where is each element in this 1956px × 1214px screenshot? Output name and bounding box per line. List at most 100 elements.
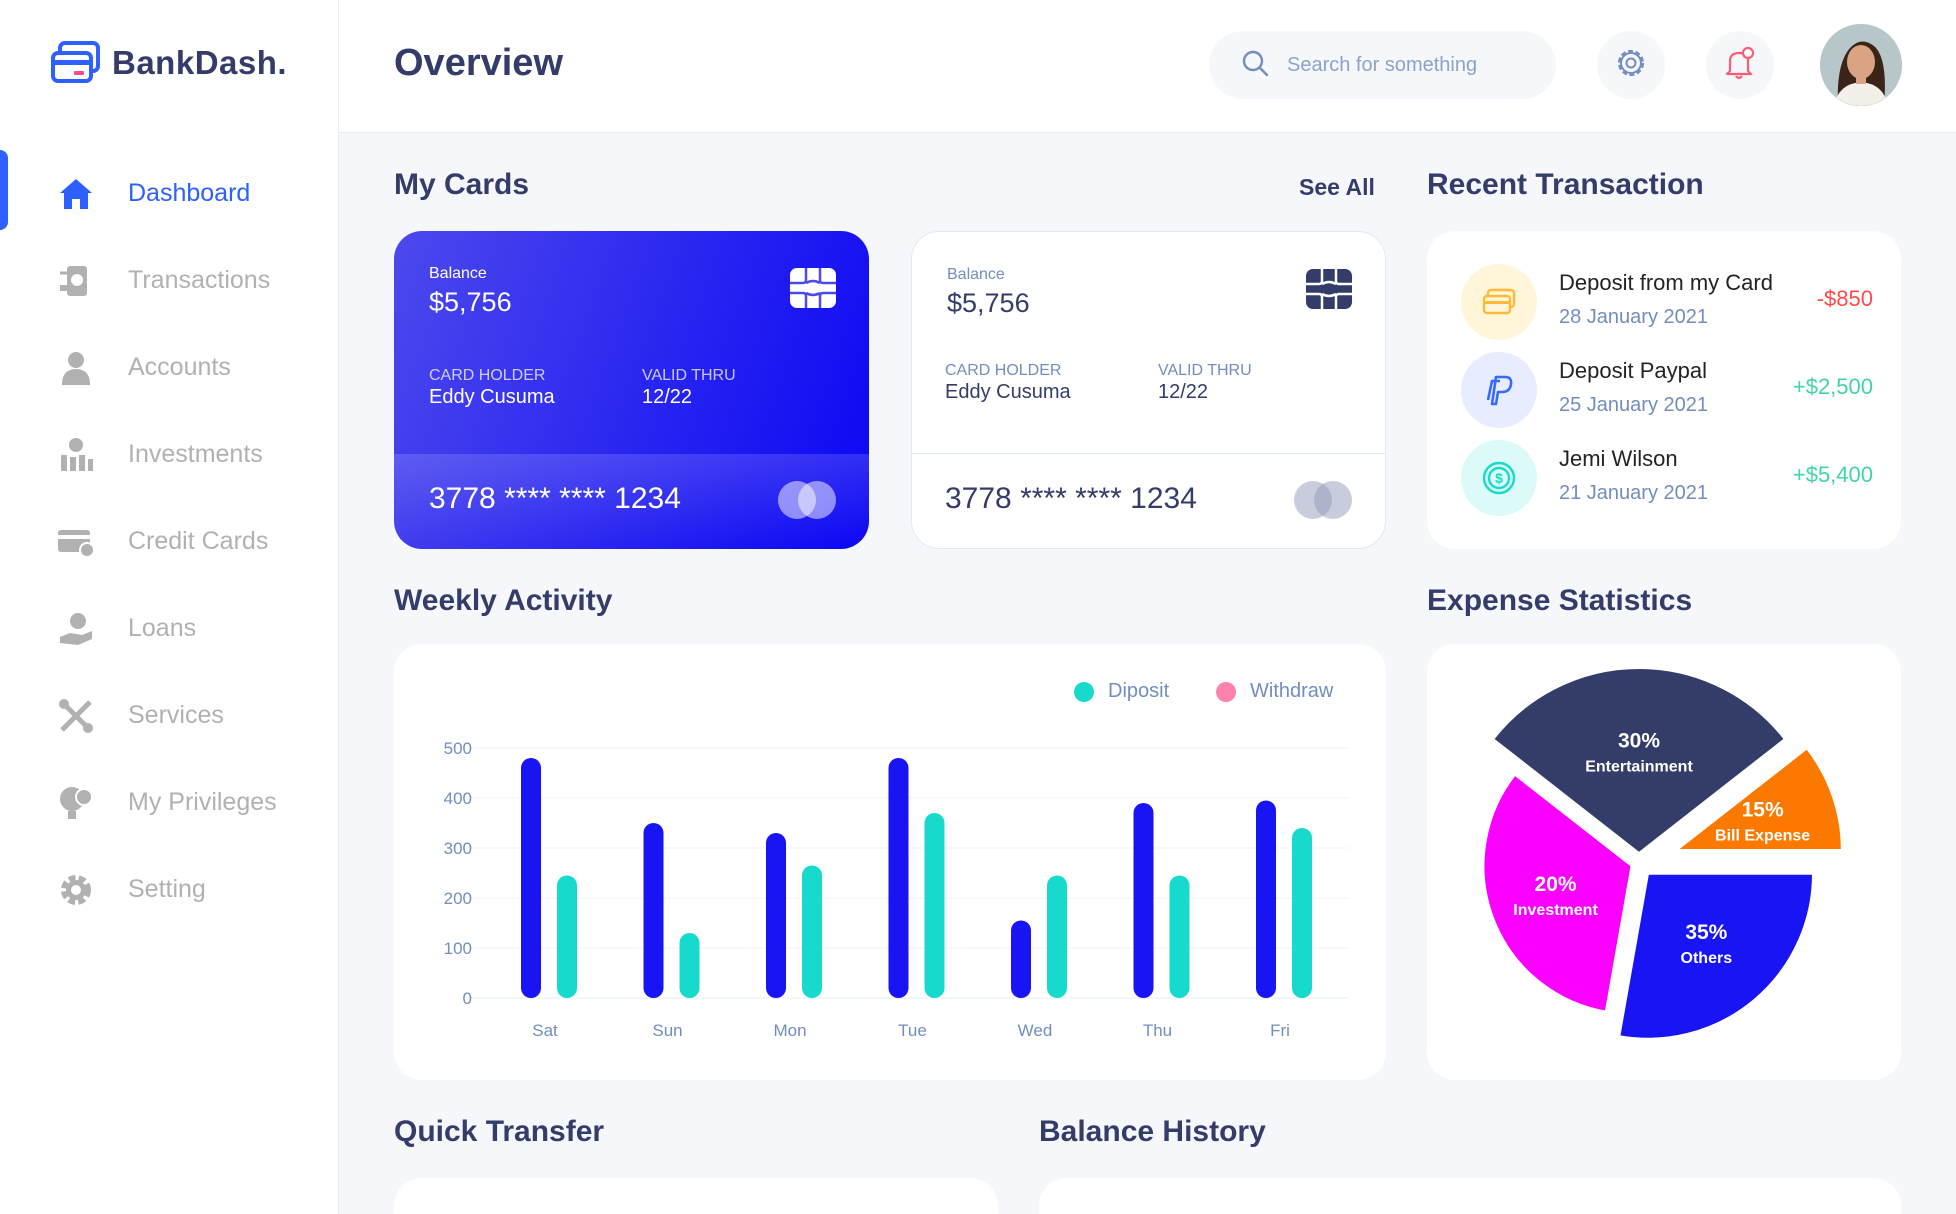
active-indicator	[0, 150, 8, 230]
legend-swatch	[1074, 681, 1094, 702]
pie-slice-label: Others	[1681, 950, 1733, 967]
legend-label: Diposit	[1108, 680, 1170, 702]
bar-withdraw	[557, 875, 577, 998]
sidebar-item-label: Services	[128, 701, 224, 729]
card-icon	[1461, 264, 1537, 340]
weekly-activity-title: Weekly Activity	[394, 584, 613, 617]
balance-history-panel	[1039, 1178, 1901, 1214]
sidebar-item-loans[interactable]: Loans	[0, 585, 339, 672]
sidebar-item-my-privileges[interactable]: My Privileges	[0, 759, 339, 846]
quick-transfer-title: Quick Transfer	[394, 1115, 605, 1148]
credit-card-logo-icon	[51, 41, 100, 83]
transaction-row[interactable]: Deposit Paypal 25 January 2021 +$2,500	[1461, 352, 1873, 428]
settings-icon	[56, 870, 96, 910]
bar-withdraw	[679, 933, 700, 998]
legend-withdraw: Withdraw	[1216, 680, 1333, 703]
transaction-title: Deposit Paypal	[1559, 358, 1707, 383]
credit-card-secondary[interactable]: Balance $5,756 CARD HOLDER Eddy Cusuma V…	[911, 231, 1386, 549]
sidebar-item-services[interactable]: Services	[0, 672, 339, 759]
my-cards-title: My Cards	[394, 168, 530, 201]
user-icon	[56, 348, 96, 388]
recent-transaction-title: Recent Transaction	[1427, 168, 1704, 201]
mastercard-logo-icon	[1294, 481, 1352, 519]
search-icon	[1241, 49, 1269, 82]
bar-withdraw	[1292, 828, 1312, 998]
card-chip-icon	[1306, 269, 1352, 309]
y-tick-label: 0	[463, 989, 472, 1008]
transaction-date: 25 January 2021	[1559, 394, 1709, 416]
sidebar-item-dashboard[interactable]: Dashboard	[0, 150, 339, 237]
bar-withdraw	[924, 813, 945, 998]
brand-logo[interactable]: BankDash.	[50, 40, 287, 86]
y-tick-label: 100	[444, 939, 472, 958]
credit-card-primary[interactable]: Balance $5,756 CARD HOLDER Eddy Cusuma V…	[394, 231, 869, 549]
pie-slice-label: Entertainment	[1585, 758, 1693, 775]
pie-slice-percent: 30%	[1618, 729, 1660, 752]
transaction-row[interactable]: $ Jemi Wilson 21 January 2021 +$5,400	[1461, 440, 1873, 516]
weekly-activity-panel: Diposit Withdraw 0 100 200 300 400 500 Sat Sun M…	[394, 644, 1386, 1080]
card-footer: 3778 **** **** 1234	[912, 453, 1385, 548]
expense-statistics-title: Expense Statistics	[1427, 584, 1693, 617]
sidebar-item-accounts[interactable]: Accounts	[0, 324, 339, 411]
paypal-icon	[1461, 352, 1537, 428]
sidebar-item-label: Dashboard	[128, 179, 251, 207]
card-holder-name: Eddy Cusuma	[429, 386, 555, 408]
sidebar-item-setting[interactable]: Setting	[0, 846, 339, 933]
notifications-button[interactable]	[1706, 31, 1774, 99]
legend-label: Withdraw	[1250, 680, 1334, 702]
weekly-activity-bar-chart: 0 100 200 300 400 500 Sat Sun Mon Tue Wed Thu Fri	[444, 739, 1348, 1040]
pie-slice-label: Bill Expense	[1715, 827, 1810, 844]
sidebar-item-label: Investments	[128, 440, 263, 468]
sidebar-item-label: Accounts	[128, 353, 231, 381]
card-number: 3778 **** **** 1234	[945, 482, 1197, 515]
expense-pie-chart: 30% Entertainment 15% Bill Expense 35% Others…	[1482, 667, 1843, 1040]
sidebar-item-transactions[interactable]: Transactions	[0, 237, 339, 324]
balance-label: Balance	[429, 265, 487, 282]
y-tick-label: 300	[444, 839, 472, 858]
bar-withdraw	[1047, 875, 1067, 998]
balance-value: $5,756	[947, 288, 1030, 318]
see-all-link[interactable]: See All	[1299, 174, 1375, 200]
settings-button[interactable]	[1597, 31, 1665, 99]
bar-diposit	[766, 833, 786, 998]
x-tick-label: Sun	[652, 1021, 682, 1040]
credit-card-icon	[56, 522, 96, 562]
sidebar-item-credit-cards[interactable]: Credit Cards	[0, 498, 339, 585]
transaction-row[interactable]: Deposit from my Card 28 January 2021 -$8…	[1461, 264, 1873, 340]
search-input[interactable]	[1287, 53, 1527, 77]
transaction-date: 21 January 2021	[1559, 482, 1709, 504]
y-tick-label: 200	[444, 889, 472, 908]
transaction-amount: -$850	[1816, 286, 1873, 311]
legend-deposit: Diposit	[1074, 680, 1169, 703]
valid-thru-value: 12/22	[1158, 381, 1209, 403]
x-tick-label: Mon	[773, 1021, 806, 1040]
top-header: Overview	[339, 0, 1956, 133]
econometrics-icon	[56, 783, 96, 823]
user-avatar[interactable]	[1820, 24, 1902, 106]
pie-slice-percent: 15%	[1742, 798, 1784, 821]
bar-diposit	[888, 758, 909, 998]
balance-history-title: Balance History	[1039, 1115, 1266, 1148]
bar-diposit	[521, 758, 541, 998]
legend-swatch	[1216, 681, 1236, 702]
y-tick-label: 400	[444, 789, 472, 808]
quick-transfer-panel	[394, 1178, 998, 1214]
bar-diposit	[643, 823, 664, 998]
card-holder-label: CARD HOLDER	[429, 367, 546, 384]
pie-slice-investment	[1482, 773, 1633, 1013]
sidebar-item-investments[interactable]: Investments	[0, 411, 339, 498]
x-tick-label: Fri	[1270, 1021, 1290, 1040]
transaction-amount: +$5,400	[1792, 462, 1873, 487]
pie-slice-percent: 35%	[1685, 921, 1727, 944]
pie-slice-entertainment	[1491, 667, 1787, 855]
bell-icon	[1723, 46, 1757, 85]
pie-slice-bill-expense	[1673, 746, 1843, 851]
sidebar-item-label: Transactions	[128, 266, 271, 294]
avatar-photo	[1820, 24, 1902, 106]
svg-text:$: $	[1495, 470, 1503, 486]
card-number: 3778 **** **** 1234	[429, 482, 681, 515]
search-bar[interactable]	[1209, 31, 1556, 99]
brand-name: BankDash.	[112, 44, 288, 81]
pie-slice-label: Investment	[1513, 902, 1598, 919]
page-title: Overview	[394, 42, 563, 84]
